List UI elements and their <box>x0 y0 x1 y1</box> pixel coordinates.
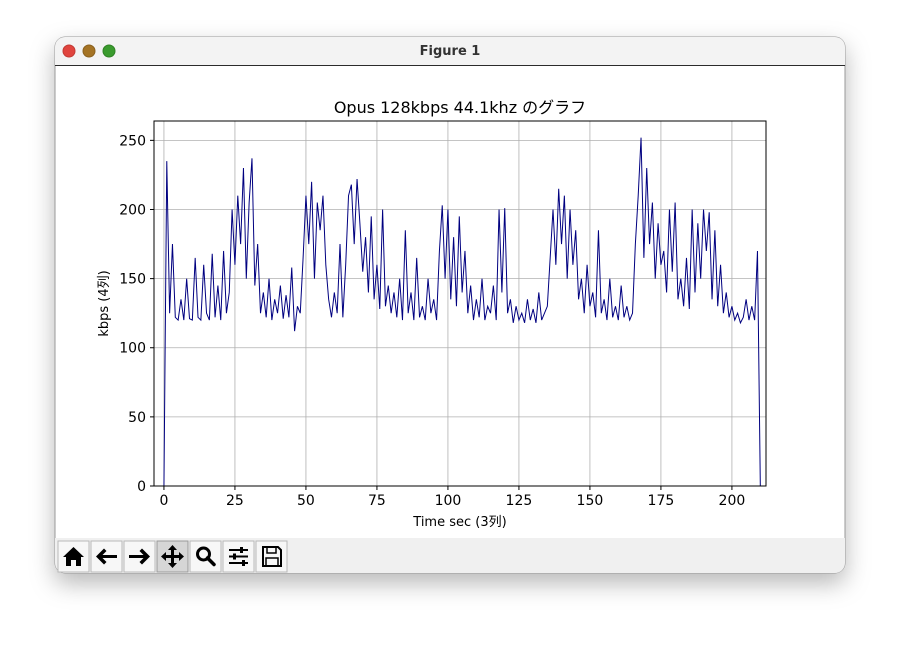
x-tick-label: 100 <box>435 493 462 509</box>
x-tick-label: 0 <box>159 493 168 509</box>
x-tick-label: 200 <box>719 493 746 509</box>
x-tick-label: 175 <box>648 493 675 509</box>
zoom-tool-button[interactable] <box>189 540 222 573</box>
home-button[interactable] <box>57 540 90 573</box>
x-tick-label: 150 <box>577 493 604 509</box>
chart-title: Opus 128kbps 44.1khz のグラフ <box>334 98 586 117</box>
window-title: Figure 1 <box>420 44 481 59</box>
y-tick-label: 200 <box>119 202 146 218</box>
y-tick-label: 100 <box>119 341 146 357</box>
data-line <box>163 137 766 486</box>
y-tick-label: 0 <box>137 479 146 495</box>
close-button[interactable] <box>62 44 76 58</box>
zoom-button[interactable] <box>102 44 116 58</box>
pan-button[interactable] <box>156 540 189 573</box>
x-tick-label: 25 <box>226 493 244 509</box>
minimize-button[interactable] <box>82 44 96 58</box>
x-axis-label: Time sec (3列) <box>412 515 506 530</box>
forward-button[interactable] <box>123 540 156 573</box>
toolbar-buttons <box>57 540 288 573</box>
x-tick-label: 50 <box>297 493 315 509</box>
y-tick-label: 50 <box>128 410 146 426</box>
y-axis-label: kbps (4列) <box>97 270 112 336</box>
x-tick-label: 125 <box>506 493 533 509</box>
axes-frame <box>153 120 767 487</box>
back-button[interactable] <box>90 540 123 573</box>
x-tick-label: 75 <box>368 493 386 509</box>
y-tick-label: 150 <box>119 272 146 288</box>
save-button[interactable] <box>255 540 288 573</box>
configure-button[interactable] <box>222 540 255 573</box>
plot: 0 25 50 75 100 125 150 175 200 0 50 100 150 200 250 <box>119 120 767 509</box>
y-tick-label: 250 <box>119 133 146 149</box>
title-bar <box>55 37 845 65</box>
